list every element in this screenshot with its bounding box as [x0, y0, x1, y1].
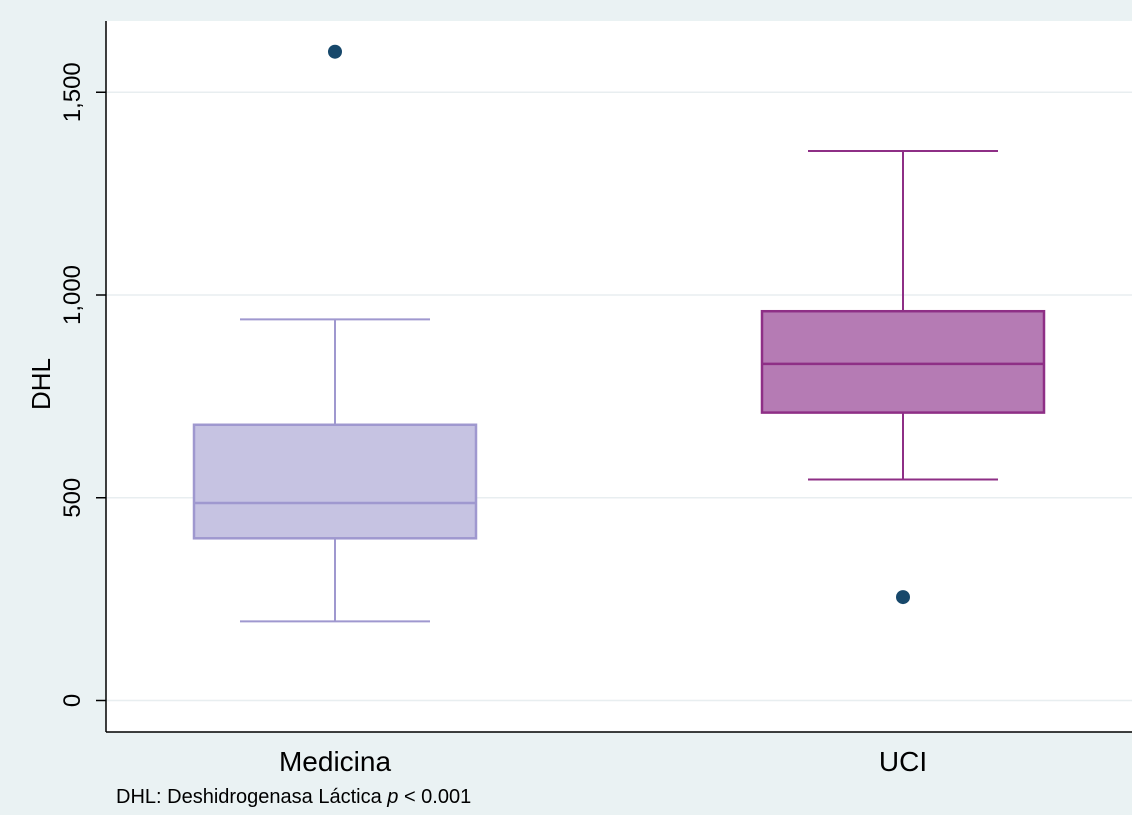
box-medicina [192, 44, 478, 623]
category-label-medicina: Medicina [279, 746, 391, 777]
y-tick-label: 500 [59, 478, 86, 518]
category-label-uci: UCI [879, 746, 927, 777]
box-uci [760, 150, 1046, 605]
footnote-prefix: DHL: Deshidrogenasa Láctica [116, 786, 387, 808]
y-axis-title: DHL [26, 358, 56, 410]
y-tick-label: 0 [59, 694, 86, 707]
y-ticks: 0 500 1,000 1,500 [59, 62, 106, 707]
box-plots [192, 44, 1046, 623]
footnote-suffix: < 0.001 [398, 786, 471, 808]
outlier-point [328, 44, 342, 59]
x-category-labels: Medicina UCI [279, 746, 927, 777]
outlier-point [896, 590, 910, 605]
box-iqr [192, 423, 478, 540]
footnote-p-symbol: p [386, 786, 398, 808]
y-tick-label: 1,000 [59, 265, 86, 325]
box-iqr [760, 309, 1046, 414]
y-tick-label: 1,500 [59, 62, 86, 122]
footnote: DHL: Deshidrogenasa Láctica p < 0.001 [116, 786, 471, 808]
